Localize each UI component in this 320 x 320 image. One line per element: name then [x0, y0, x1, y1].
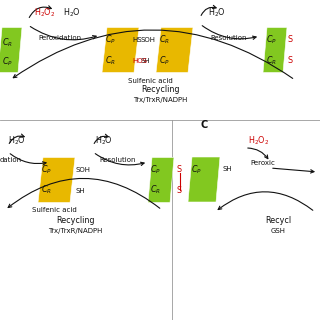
FancyArrowPatch shape [218, 192, 313, 210]
FancyArrowPatch shape [202, 26, 256, 39]
Text: GSH: GSH [270, 228, 285, 234]
Text: $C_R$: $C_R$ [159, 33, 170, 45]
Text: HS: HS [132, 37, 142, 43]
Text: $C_P$: $C_P$ [41, 163, 52, 175]
Text: Resolution: Resolution [210, 35, 246, 41]
Text: Trx/TrxR/NADPH: Trx/TrxR/NADPH [133, 97, 187, 103]
Text: $C_R$: $C_R$ [2, 37, 13, 49]
FancyArrowPatch shape [13, 30, 293, 78]
Text: Recycling: Recycling [141, 85, 179, 94]
FancyArrowPatch shape [10, 154, 46, 165]
Polygon shape [38, 157, 75, 203]
Text: $C_P$: $C_P$ [159, 54, 170, 67]
Text: S: S [176, 165, 181, 174]
Text: Resolution: Resolution [99, 157, 135, 163]
Text: H$_2$O: H$_2$O [208, 6, 226, 19]
Text: Trx/TrxR/NADPH: Trx/TrxR/NADPH [48, 228, 102, 234]
Text: Sulfenic acid: Sulfenic acid [32, 207, 76, 213]
FancyArrowPatch shape [201, 5, 216, 15]
Text: $C_R$: $C_R$ [105, 54, 116, 67]
Text: SH: SH [222, 166, 232, 172]
FancyArrowPatch shape [94, 134, 108, 143]
Text: $C_P$: $C_P$ [266, 33, 277, 45]
FancyArrowPatch shape [29, 6, 51, 18]
FancyArrowPatch shape [8, 179, 160, 208]
Text: Peroxidation: Peroxidation [38, 35, 81, 41]
FancyArrowPatch shape [30, 27, 96, 40]
Text: HOS: HOS [132, 58, 147, 64]
Text: $C_R$: $C_R$ [266, 54, 277, 67]
Text: SOH: SOH [140, 37, 155, 43]
Polygon shape [0, 28, 22, 73]
Polygon shape [148, 157, 174, 203]
Text: H$_2$O$_2$: H$_2$O$_2$ [34, 6, 55, 19]
Text: C: C [200, 120, 207, 130]
Text: S: S [176, 186, 181, 195]
Polygon shape [102, 28, 139, 73]
Text: Recycling: Recycling [56, 216, 94, 225]
Text: $C_R$: $C_R$ [41, 184, 52, 196]
Polygon shape [263, 28, 287, 73]
Text: $C_P$: $C_P$ [2, 56, 13, 68]
Text: S: S [288, 56, 293, 65]
Text: Sulfenic acid: Sulfenic acid [128, 77, 172, 84]
Text: H$_2$O: H$_2$O [95, 134, 113, 147]
Text: H$_2$O: H$_2$O [8, 134, 26, 147]
Text: Recycl: Recycl [265, 216, 291, 225]
FancyArrowPatch shape [273, 168, 314, 173]
FancyArrowPatch shape [95, 154, 144, 165]
Text: $C_P$: $C_P$ [150, 163, 161, 175]
Text: H$_2$O$_2$: H$_2$O$_2$ [248, 134, 269, 147]
FancyArrowPatch shape [248, 148, 268, 159]
Text: S: S [288, 35, 293, 44]
Polygon shape [156, 28, 193, 73]
Text: $C_P$: $C_P$ [191, 163, 202, 175]
Text: $C_P$: $C_P$ [105, 33, 116, 45]
Text: SOH: SOH [75, 167, 90, 173]
FancyArrowPatch shape [9, 134, 24, 143]
Text: SH: SH [140, 58, 150, 64]
Text: SH: SH [75, 188, 84, 194]
Text: H$_2$O: H$_2$O [63, 6, 81, 19]
Text: dation: dation [0, 157, 22, 163]
Text: $C_R$: $C_R$ [150, 184, 161, 196]
Text: Peroxic: Peroxic [250, 160, 275, 166]
Polygon shape [188, 157, 220, 202]
